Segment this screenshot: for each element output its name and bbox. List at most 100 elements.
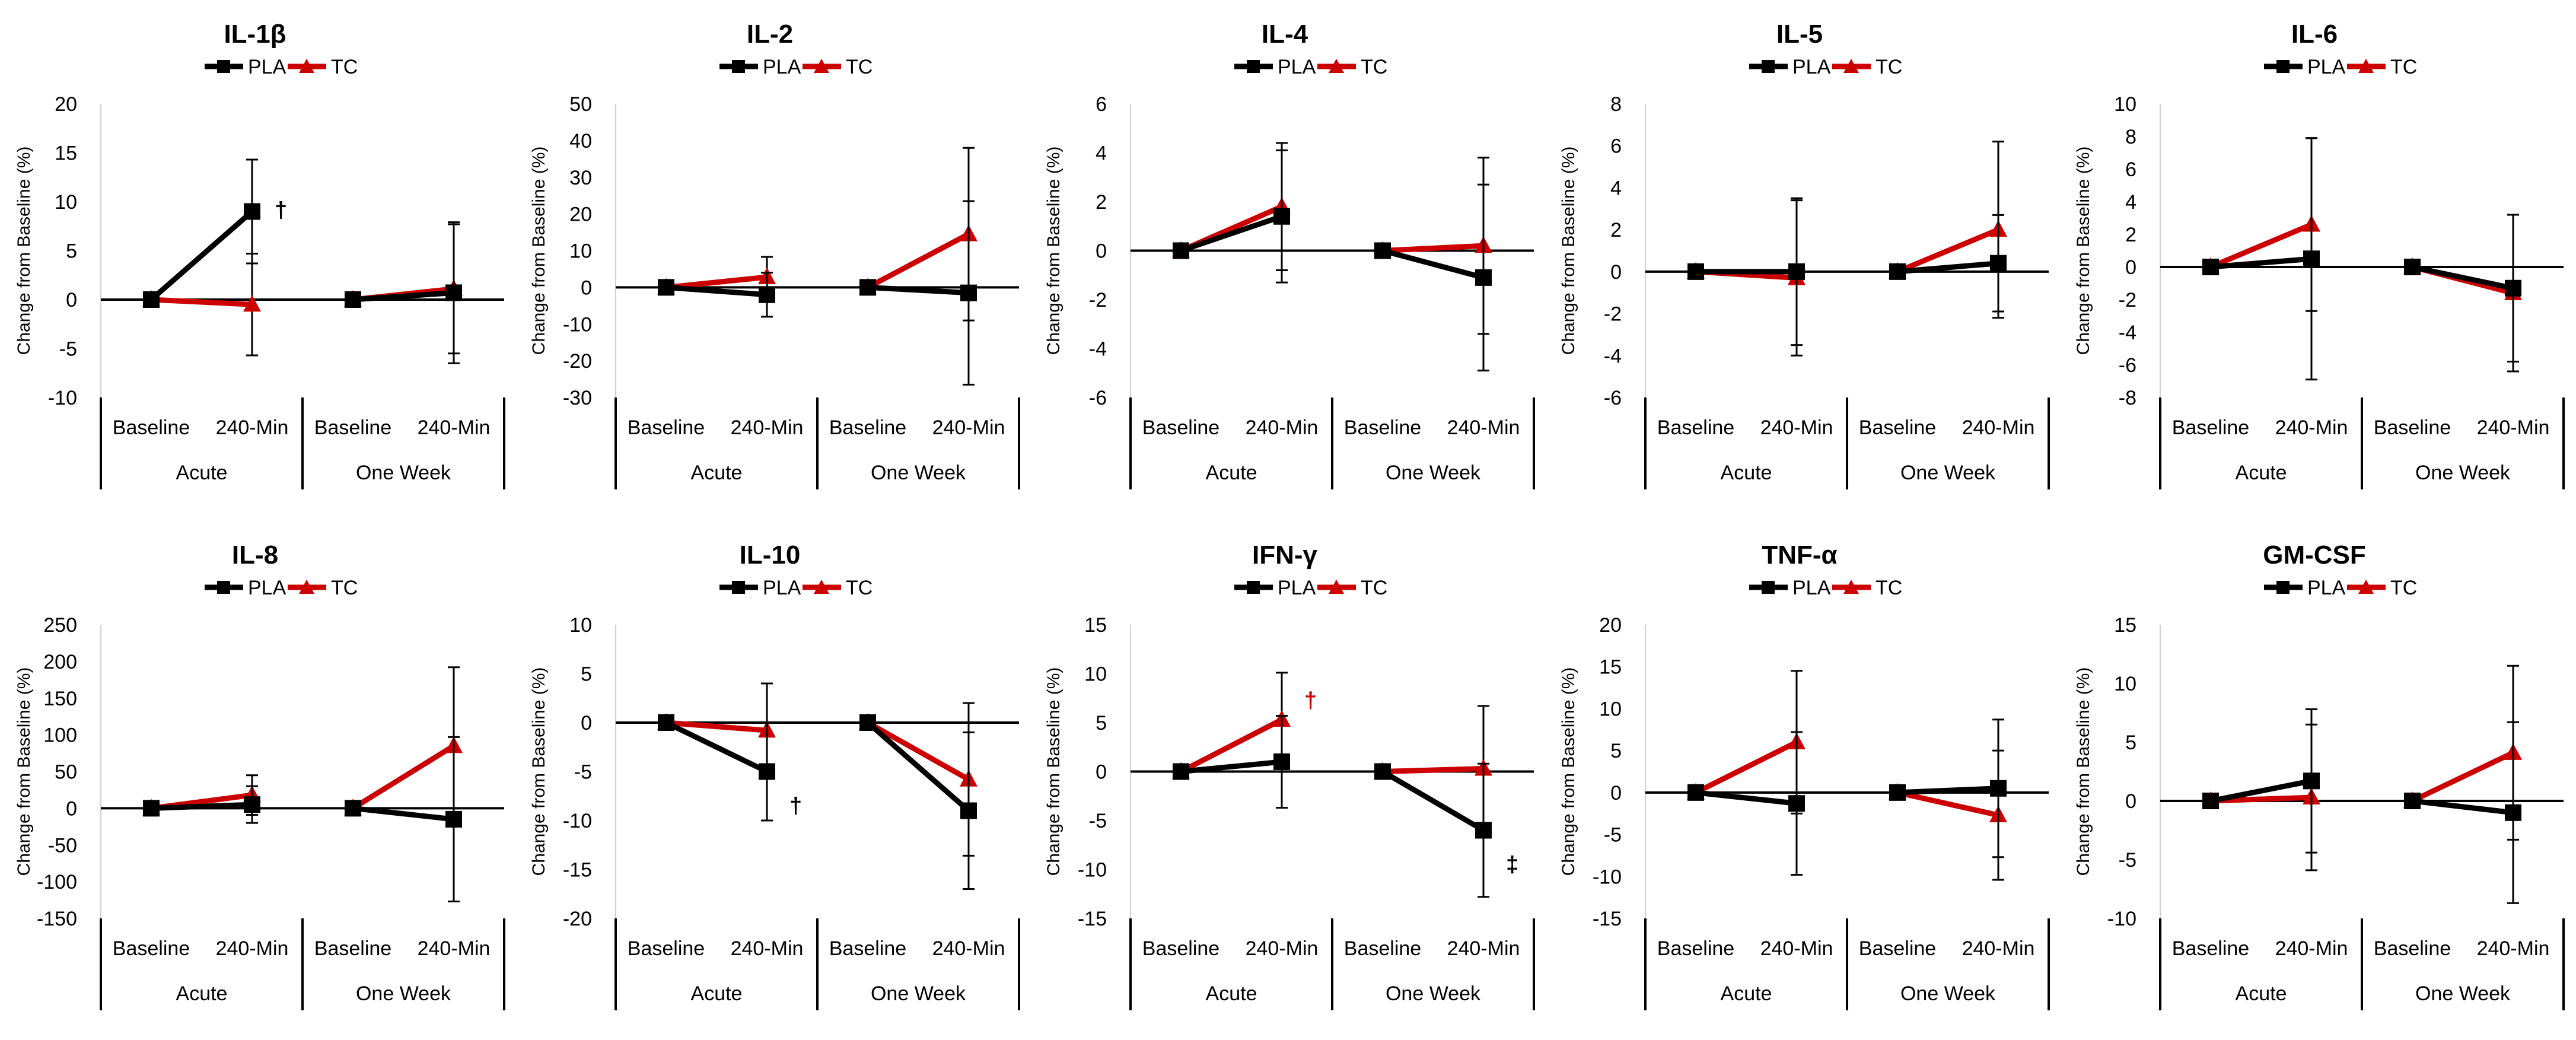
y-tick-label: -10 (2107, 908, 2136, 930)
chart-title: IL-1β (224, 20, 286, 49)
chart-title: GM-CSF (2263, 540, 2366, 570)
series-tc (2202, 664, 2522, 872)
series-line (663, 720, 770, 774)
data-point (1173, 242, 1189, 259)
category-label: 240-Min (418, 416, 491, 439)
y-tick-label: 0 (66, 797, 77, 820)
y-tick-label: -5 (1604, 824, 1622, 847)
category-label: 240-Min (2275, 416, 2348, 439)
y-tick-label: 10 (1084, 663, 1107, 686)
y-tick-label: 15 (2114, 614, 2136, 637)
y-tick-label: -10 (48, 387, 77, 409)
category-label: Baseline (2374, 937, 2451, 960)
series-line (865, 720, 972, 813)
category-label: Baseline (113, 416, 190, 439)
y-tick-label: 20 (569, 203, 592, 226)
chart-title: IL-6 (2291, 20, 2338, 49)
data-point (445, 284, 462, 301)
legend-tc-marker (1843, 59, 1859, 73)
chart-panel: GM-CSF PLA TC 15 10 5 0 -5 -10 Change from Baseli… (2074, 540, 2565, 1010)
legend-tc-label: TC (846, 577, 873, 599)
series-line (148, 209, 255, 303)
y-tick-label: -50 (48, 834, 77, 857)
y-tick-label: -30 (563, 387, 592, 409)
series-pla (1173, 714, 1492, 898)
significance-marker: † (1304, 688, 1317, 713)
y-tick-label: 0 (1096, 240, 1107, 263)
legend-pla-marker (1247, 60, 1260, 73)
category-label: Baseline (2374, 416, 2451, 439)
group-label: Acute (1721, 462, 1772, 484)
data-point (759, 763, 775, 780)
category-label: 240-Min (932, 416, 1005, 439)
group-label: Acute (1206, 462, 1257, 484)
chart-title: IL-10 (740, 540, 801, 570)
category-label: Baseline (1859, 937, 1936, 960)
data-point (1273, 208, 1290, 225)
y-tick-label: -5 (574, 761, 592, 784)
category-label: 240-Min (2477, 937, 2550, 960)
legend: PLA TC (205, 577, 358, 599)
data-point (960, 284, 977, 301)
series-line (2409, 264, 2516, 291)
category-label: 240-Min (1447, 937, 1520, 960)
chart-title: IFN-γ (1252, 540, 1318, 570)
group-label: One Week (1386, 982, 1481, 1005)
y-tick-label: -4 (2119, 322, 2136, 344)
y-tick-label: -15 (563, 859, 592, 882)
y-tick-label: 50 (569, 93, 592, 116)
series-line (2208, 256, 2314, 270)
legend-pla-label: PLA (1278, 56, 1316, 78)
category-label: Baseline (829, 937, 906, 960)
y-tick-label: 20 (55, 93, 77, 116)
legend-pla-label: PLA (2307, 577, 2346, 599)
legend: PLA TC (1749, 56, 1902, 78)
legend-tc-marker (814, 580, 829, 594)
series-line (2409, 750, 2516, 804)
category-label: Baseline (1859, 416, 1936, 439)
legend-pla-label: PLA (1792, 56, 1831, 78)
legend-pla-marker (217, 60, 230, 73)
y-tick-label: -15 (1078, 908, 1107, 930)
y-tick-label: -20 (563, 350, 592, 373)
data-point (658, 279, 674, 296)
legend-tc-marker (814, 59, 829, 73)
series-line (663, 284, 770, 298)
y-tick-label: -8 (2119, 387, 2136, 409)
legend-pla-marker (2276, 581, 2290, 594)
y-tick-label: 5 (2125, 732, 2136, 754)
data-point (859, 279, 876, 296)
series-line (1380, 248, 1486, 281)
chart-panel: TNF-α PLA TC 20 15 10 5 0 -5 -10 -15 Change from Ba… (1559, 540, 2050, 1010)
series-line (663, 274, 770, 290)
legend-tc-marker (2358, 59, 2374, 73)
data-point (960, 802, 977, 819)
data-point (2202, 793, 2219, 809)
category-label: Baseline (113, 937, 190, 960)
legend-tc-marker (299, 59, 314, 73)
y-tick-label: 200 (43, 651, 77, 673)
data-point (2505, 279, 2521, 297)
data-point (1173, 763, 1189, 780)
y-axis-label: Change from Baseline (%) (1559, 667, 1578, 876)
group-label: One Week (356, 982, 451, 1005)
legend: PLA TC (1234, 56, 1387, 78)
data-point (859, 714, 876, 731)
legend-tc-marker (299, 580, 314, 594)
category-label: 240-Min (216, 937, 289, 960)
series-pla (658, 200, 977, 386)
group-label: Acute (1721, 982, 1772, 1005)
y-tick-label: 10 (569, 240, 592, 263)
category-label: Baseline (2172, 416, 2249, 439)
y-tick-label: 8 (2125, 126, 2136, 148)
group-label: One Week (871, 982, 966, 1005)
y-tick-label: 0 (2125, 790, 2136, 813)
y-axis-label: Change from Baseline (%) (1044, 147, 1063, 355)
y-tick-label: -5 (1089, 810, 1107, 832)
series-pla (1173, 149, 1492, 372)
series-tc (1687, 141, 2007, 357)
data-point (1475, 269, 1492, 286)
legend-pla-marker (217, 581, 230, 594)
data-point (1273, 753, 1290, 770)
y-tick-label: 6 (2125, 158, 2136, 181)
